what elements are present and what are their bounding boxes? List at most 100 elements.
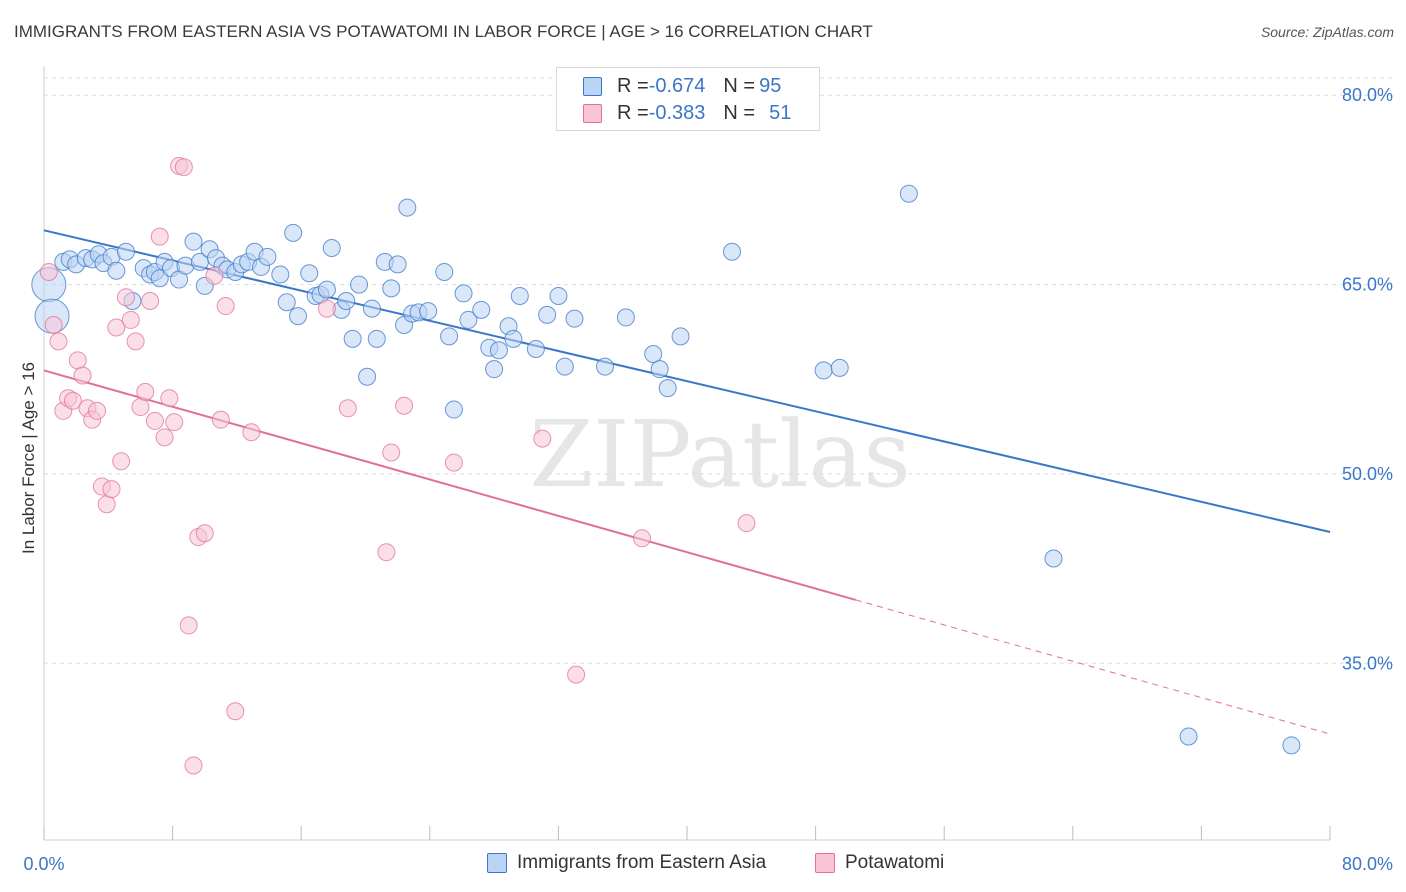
data-point [644,345,663,364]
data-point [398,198,417,217]
data-point [116,288,135,307]
n-value: 95 [759,74,782,97]
legend-item-potawatomi: Potawatomi [815,852,944,874]
data-point [277,293,296,312]
legend-swatch-pink [583,103,602,123]
r-value: -0.674 [648,74,706,97]
data-point [300,264,319,283]
data-point [205,266,224,285]
data-point [343,329,362,348]
data-point [63,391,82,410]
data-point [73,366,92,385]
legend-label: Potawatomi [845,852,945,873]
data-point [1282,736,1301,755]
legend-row-potawatomi: R = -0.383 N = 51 [583,101,791,125]
data-point [242,423,261,442]
data-point [504,329,523,348]
legend-swatch-blue [487,853,507,873]
data-point [271,265,290,284]
data-point [565,309,584,328]
y-tick-label: 35.0% [1342,653,1393,673]
r-label: R = [617,74,649,97]
legend-swatch-pink [815,853,835,873]
n-value: 51 [769,101,792,124]
data-point [322,238,341,257]
correlation-legend: R = -0.674 N = 95 R = -0.383 N = 51 [556,67,820,131]
data-point [510,286,529,305]
legend-item-eastern-asia: Immigrants from Eastern Asia [487,852,766,874]
data-point [362,299,381,318]
data-point [538,305,557,324]
data-point [141,292,160,310]
n-label: N = [723,74,756,97]
data-point [49,332,68,351]
data-point [489,341,508,360]
data-point [107,261,126,280]
data-point [1179,727,1198,746]
data-point [616,308,635,327]
data-point [145,411,164,430]
y-tick-label: 50.0% [1342,464,1393,484]
data-point [88,401,107,420]
data-point [388,255,407,274]
data-point [338,399,357,418]
data-point [1044,549,1063,568]
data-point [555,357,574,376]
data-point [97,495,116,514]
data-point [211,410,230,429]
data-point [126,332,145,351]
data-point [472,300,491,319]
data-point [317,280,336,299]
data-point [288,307,307,326]
data-point [116,242,135,261]
data-point [650,360,669,379]
source-label: Source: ZipAtlas.com [1260,24,1394,40]
data-point [226,702,245,721]
data-point [184,756,203,775]
data-point [549,286,568,305]
data-point [44,315,63,334]
data-point [317,299,336,318]
data-point [102,480,121,499]
data-point [184,232,203,251]
data-point [179,616,198,635]
watermark: ZIPatlas [529,401,910,508]
data-point [435,262,454,281]
n-label: N = [723,101,756,124]
data-point [596,357,615,376]
legend-label: Immigrants from Eastern Asia [517,852,767,873]
data-point [440,327,459,346]
data-point [830,358,849,377]
data-point [395,396,414,415]
data-point [526,339,545,358]
trend-line-extension [855,599,1331,735]
data-point [39,262,58,281]
data-point [350,275,369,294]
legend-swatch-blue [583,76,602,96]
data-point [444,400,463,419]
data-point [107,318,126,337]
data-point [533,429,552,448]
y-tick-label: 65.0% [1342,275,1393,295]
data-point [459,310,478,329]
data-point [121,310,140,329]
data-point [358,367,377,386]
data-point [814,361,833,380]
x-tick-label: 0.0% [23,854,64,874]
data-point [419,302,438,321]
data-point [632,529,651,548]
data-point [195,524,214,543]
data-point [671,327,690,346]
data-point [150,227,169,246]
data-point [377,543,396,562]
data-point [112,452,131,471]
data-point [216,297,235,316]
chart-title: IMMIGRANTS FROM EASTERN ASIA VS POTAWATO… [14,22,873,41]
data-point [367,329,386,348]
x-tick-label: 80.0% [1342,854,1393,874]
data-point [150,269,169,288]
data-point [284,223,303,242]
data-point [382,279,401,298]
data-point [658,379,677,398]
